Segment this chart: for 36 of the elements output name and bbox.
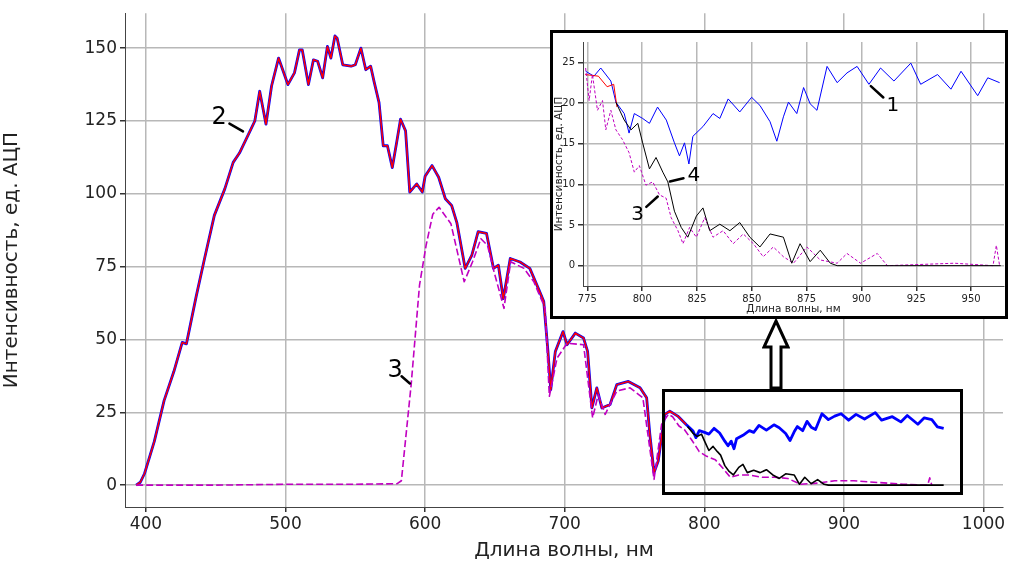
- y-tick-label: 25: [562, 55, 575, 67]
- x-tick-label: 800: [688, 512, 721, 533]
- x-tick-label: 700: [548, 512, 581, 533]
- x-tick-label: 850: [742, 292, 762, 304]
- y-tick-label: 100: [84, 182, 117, 203]
- annotation: 4: [687, 162, 701, 187]
- annotation: 3: [631, 201, 644, 226]
- x-axis-title: Длина волны, нм: [746, 302, 841, 315]
- y-tick-label: 50: [95, 327, 117, 348]
- x-tick-label: 500: [269, 512, 302, 533]
- x-tick-label: 825: [687, 292, 707, 304]
- y-tick-label: 5: [568, 218, 575, 230]
- annotation: 2: [211, 101, 227, 130]
- x-tick-label: 775: [577, 292, 597, 304]
- y-tick-label: 125: [84, 109, 117, 130]
- x-tick-label: 1000: [961, 512, 1006, 533]
- annotation: 3: [387, 354, 403, 383]
- x-tick-label: 900: [851, 292, 872, 304]
- y-tick-label: 0: [568, 259, 575, 271]
- annotation: 1: [886, 92, 900, 117]
- y-tick-label: 20: [562, 96, 575, 108]
- x-tick-label: 900: [827, 512, 861, 533]
- y-tick-label: 75: [95, 255, 117, 276]
- x-axis-title: Длина волны, нм: [474, 537, 654, 562]
- y-tick-label: 10: [562, 177, 575, 189]
- y-axis-title: Интенсивность, ед. АЦП: [0, 131, 23, 389]
- x-tick-label: 925: [906, 292, 926, 304]
- y-tick-label: 25: [95, 400, 117, 421]
- x-tick-label: 600: [408, 512, 442, 533]
- x-tick-label: 875: [797, 292, 817, 304]
- y-tick-label: 0: [106, 473, 117, 494]
- x-tick-label: 400: [129, 512, 163, 533]
- x-tick-label: 950: [961, 292, 981, 304]
- y-tick-label: 150: [84, 36, 117, 57]
- x-tick-label: 800: [632, 292, 652, 304]
- y-tick-label: 15: [562, 137, 575, 149]
